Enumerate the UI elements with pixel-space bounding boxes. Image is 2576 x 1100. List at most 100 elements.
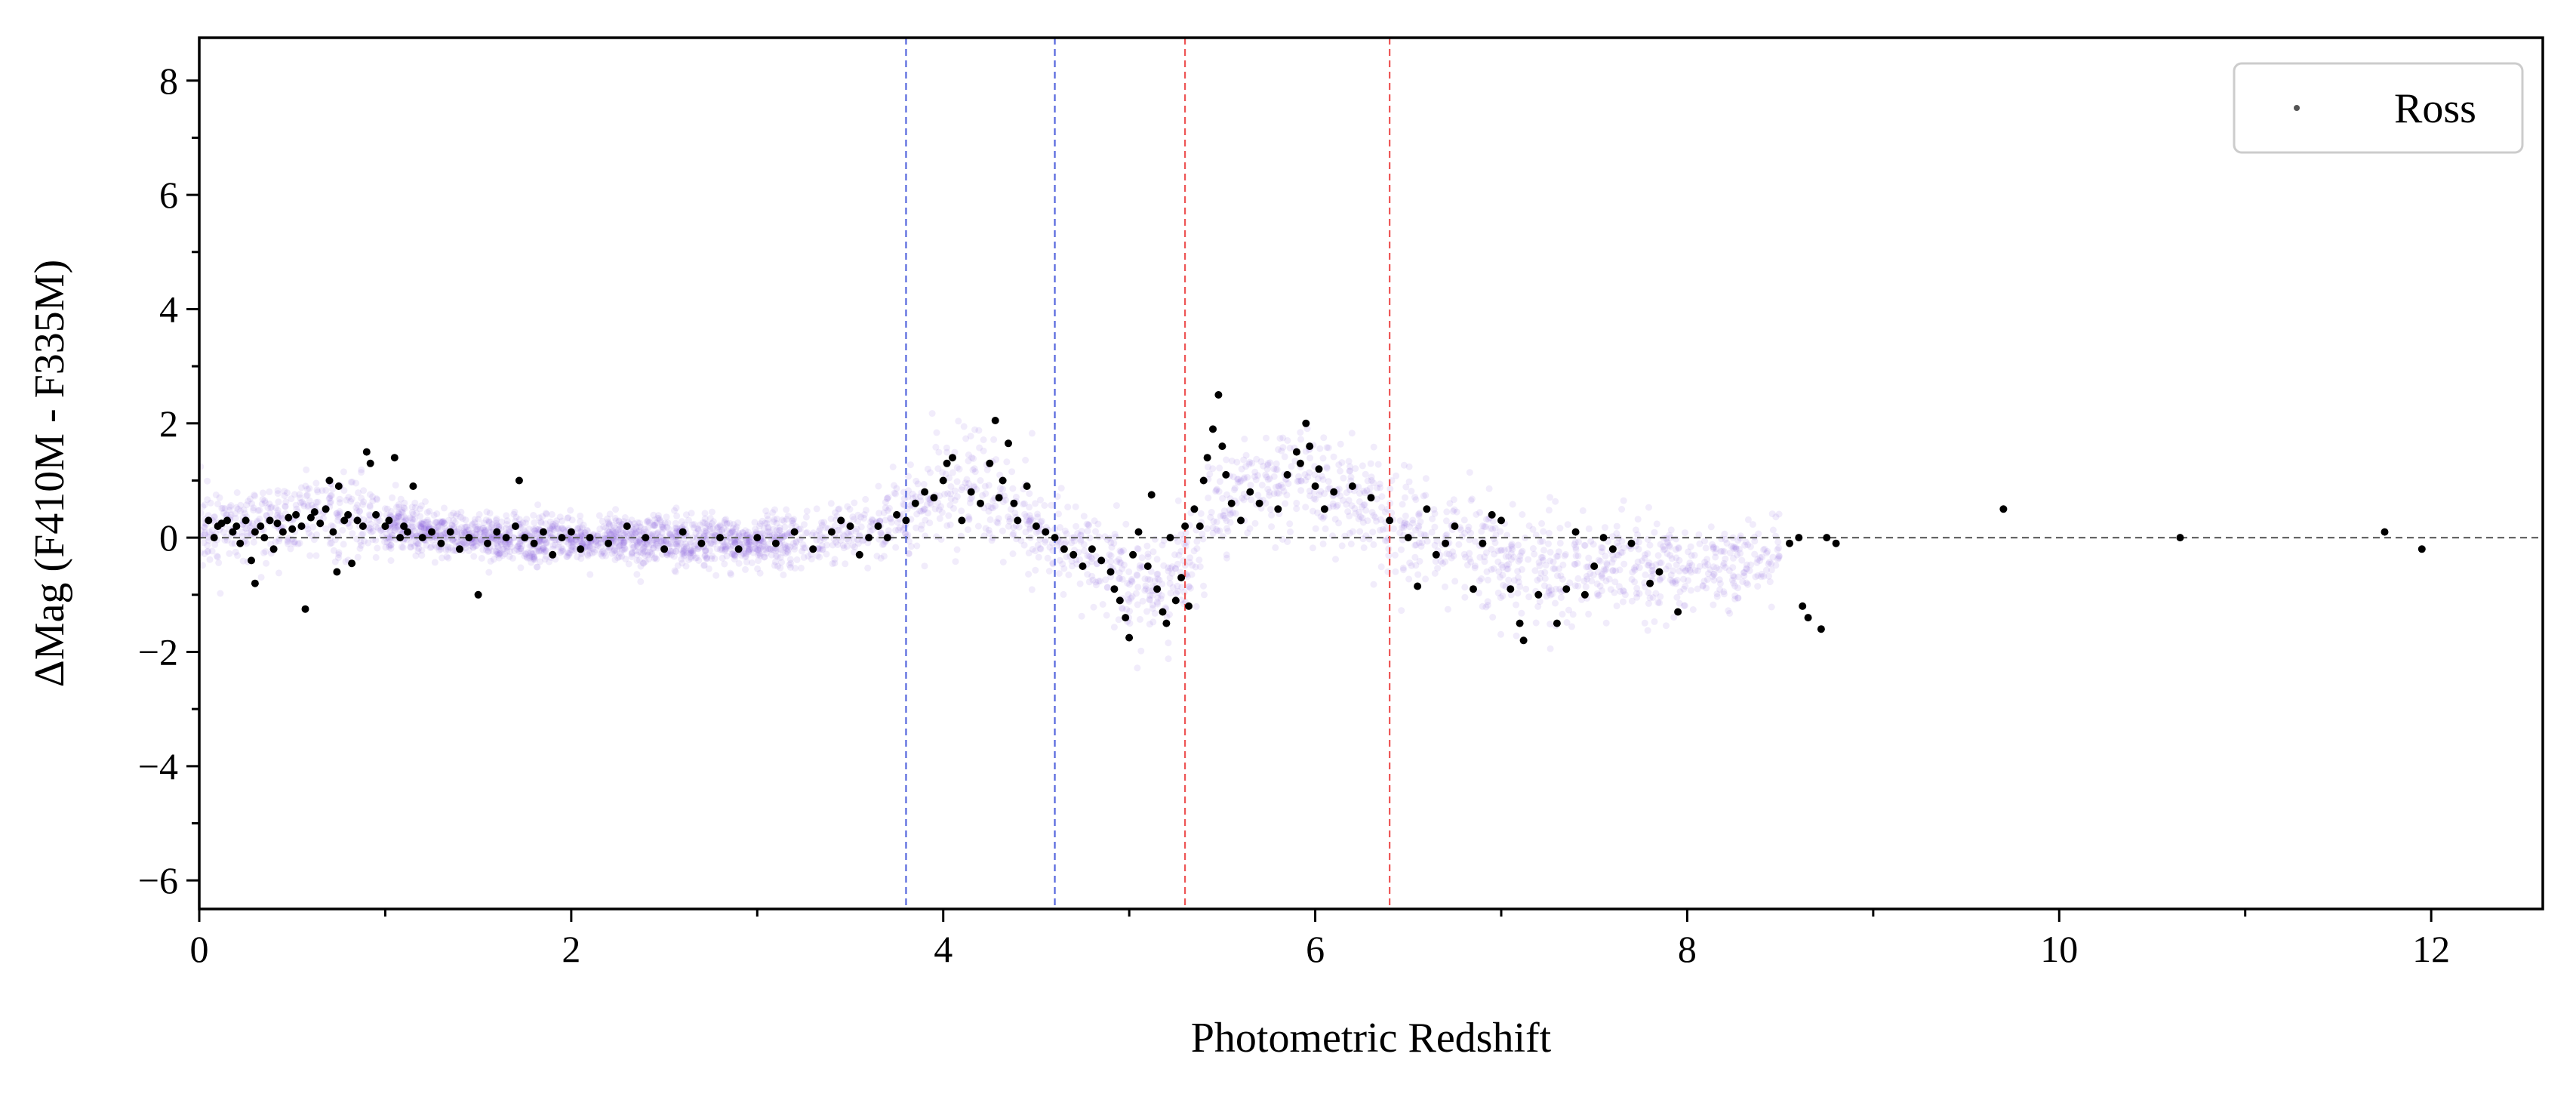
background-point [695,527,702,535]
background-point [216,494,223,501]
background-point [313,486,321,494]
background-point [629,544,637,551]
background-point [668,533,676,541]
background-point [596,525,604,533]
background-point [701,553,709,560]
background-point [628,553,636,560]
background-point [1083,520,1091,528]
background-point [1325,478,1332,485]
background-point [533,547,540,555]
background-point [551,522,559,529]
background-point [533,563,540,571]
background-point [823,541,830,549]
background-point [1545,529,1553,537]
background-point [950,504,957,512]
background-point [701,515,709,522]
background-point [846,506,854,513]
ross-point [874,522,882,530]
background-point [599,517,606,525]
background-point [759,530,767,538]
background-point [478,555,485,562]
y-tick-label: −4 [138,745,178,787]
ross-point [1005,439,1012,448]
background-point [1673,561,1680,568]
background-point [1595,556,1602,564]
background-point [1609,567,1617,575]
background-point [358,466,365,473]
background-point [549,525,556,532]
background-point [1209,465,1217,473]
background-point [849,513,857,521]
ross-point [1190,505,1199,513]
background-point [333,510,340,517]
background-point [802,513,810,521]
background-point [386,511,394,519]
background-point [386,534,394,541]
background-point [882,504,889,512]
background-point [751,540,758,547]
background-point [1460,550,1468,558]
background-point [383,511,390,519]
background-point [1115,556,1122,563]
background-point [702,547,709,555]
background-point [720,525,728,532]
background-point [214,553,221,561]
background-point [1412,526,1419,534]
background-point [956,465,963,473]
background-point [652,537,660,544]
background-point [1182,529,1190,537]
background-point [787,559,795,567]
background-point [1722,535,1729,543]
background-point [574,524,582,532]
background-point [1602,553,1609,559]
background-point [540,544,547,552]
background-point [771,562,778,569]
background-point [735,559,743,567]
background-point [766,545,774,553]
background-point [1167,590,1174,597]
background-point [633,528,640,535]
background-point [902,530,909,538]
background-point [384,534,392,541]
background-point [1508,542,1515,549]
background-point [657,518,664,525]
background-point [730,549,737,556]
ross-point [2176,534,2184,542]
background-point [1744,516,1752,523]
background-point [1494,589,1502,596]
background-point [612,506,620,513]
background-point [340,487,348,495]
background-point [560,526,568,534]
background-point [644,549,651,556]
background-point [1541,568,1549,576]
background-point [666,547,674,555]
background-point [546,526,554,534]
background-point [1059,560,1066,568]
background-point [1356,508,1362,516]
background-point [543,553,550,560]
background-point [1415,510,1422,518]
ross-point [539,528,547,536]
background-point [391,526,399,534]
background-point [1116,575,1124,582]
background-point [1532,619,1540,627]
background-point [1134,664,1141,672]
ross-point [865,534,873,542]
background-point [530,553,537,560]
background-point [1331,516,1339,523]
background-point [546,558,553,565]
background-point [803,507,811,515]
background-point [934,465,942,473]
background-point [234,552,242,559]
background-point [659,538,666,545]
background-point [734,519,742,526]
background-point [1602,577,1610,584]
background-point [226,504,233,511]
background-point [664,540,672,547]
background-point [633,538,641,545]
background-point [1613,539,1620,547]
background-point [704,532,712,539]
background-point [1650,570,1657,578]
background-point [335,549,343,556]
background-point [1483,568,1491,575]
